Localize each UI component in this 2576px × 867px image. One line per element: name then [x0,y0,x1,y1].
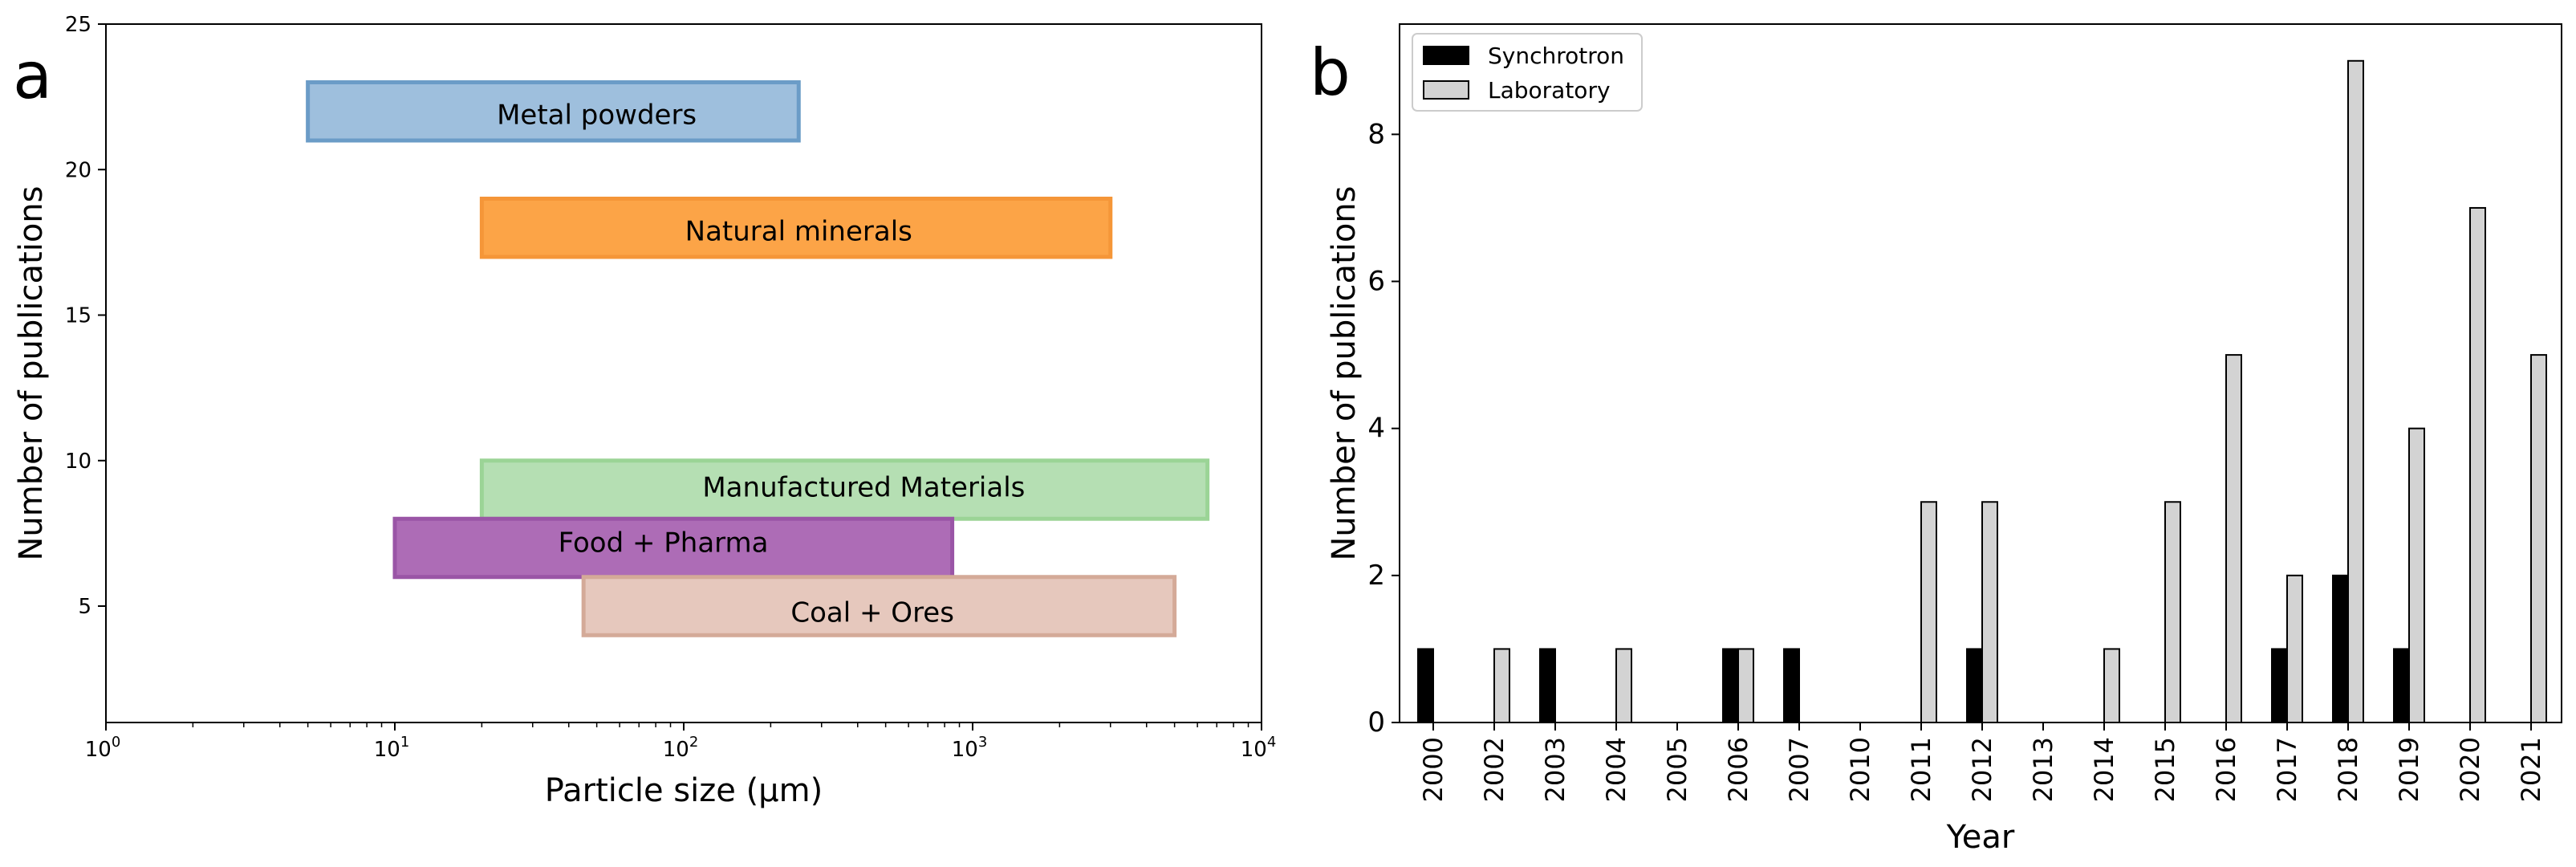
range-label-metal-powders: Metal powders [497,99,697,131]
y-tick-label: 8 [1367,118,1385,150]
x-tick-label-2014: 2014 [2089,737,2119,802]
bar-synchrotron-2012 [1966,648,1983,724]
bar-synchrotron-2017 [2271,648,2288,724]
panel-a-y-axis-label: Number of publications [13,186,50,561]
legend-swatch-laboratory [1423,80,1469,100]
y-tick-label: 0 [1367,706,1385,739]
panel-b-y-axis-label: Number of publications [1326,186,1363,561]
bar-laboratory-2014 [2103,648,2120,724]
bar-synchrotron-2000 [1417,648,1434,724]
x-tick-label-2015: 2015 [2150,737,2180,802]
x-tick-label-2020: 2020 [2455,737,2485,802]
x-tick-label-2002: 2002 [1479,737,1509,802]
y-tick-label: 6 [1367,266,1385,298]
legend-label-laboratory: Laboratory [1488,77,1611,104]
range-label-manufactured-materials: Manufactured Materials [702,471,1025,503]
x-tick-label-2021: 2021 [2516,737,2546,802]
bar-laboratory-2020 [2469,206,2486,723]
x-tick-label: 103 [952,734,988,762]
range-label-coal-ores: Coal + Ores [790,596,954,629]
x-tick-label-2007: 2007 [1784,737,1814,802]
panel-b-bars [1417,59,2547,724]
y-tick-label: 20 [65,158,91,182]
bar-synchrotron-2018 [2332,574,2349,723]
y-tick-label: 2 [1367,560,1385,592]
legend-swatch-synchrotron [1423,46,1469,65]
bar-synchrotron-2007 [1783,648,1800,724]
y-tick-label: 25 [65,13,91,37]
y-tick-label: 5 [78,595,91,619]
bar-laboratory-2004 [1615,648,1632,724]
x-tick-label-2019: 2019 [2394,737,2424,802]
range-bar-coal-ores [581,575,1177,637]
x-tick-label: 101 [374,734,410,762]
x-tick-label: 100 [85,734,121,762]
panel-b-y-ticks: 0 2 4 6 8 [1367,118,1400,739]
range-bar-food-pharma [392,516,955,580]
x-tick-label: 104 [1241,734,1277,762]
panel-b-legend: Synchrotron Laboratory [1412,33,1643,112]
bar-laboratory-2016 [2225,354,2242,723]
x-tick-label-2006: 2006 [1723,737,1753,802]
bar-laboratory-2006 [1737,648,1754,724]
panel-b-x-ticks: 2000 2002 2003 2004 2005 2006 2007 2010 2011 2012… [1418,722,2546,802]
panel-b-axes-frame [1399,23,2562,723]
y-tick-label: 15 [65,304,91,328]
x-tick-label-2018: 2018 [2333,737,2363,802]
x-tick-label-2003: 2003 [1540,737,1570,802]
range-bar-metal-powders [306,80,801,143]
panel-b-letter: b [1310,35,1351,110]
range-bar-natural-minerals [479,197,1113,259]
x-tick-label: 102 [663,734,699,762]
range-label-natural-minerals: Natural minerals [685,215,912,247]
x-tick-label-2013: 2013 [2028,737,2058,802]
bar-synchrotron-2003 [1539,648,1556,724]
x-tick-label-2004: 2004 [1601,737,1631,802]
bar-laboratory-2021 [2530,354,2547,723]
x-tick-label-2012: 2012 [1967,737,1997,802]
x-tick-label-2000: 2000 [1418,737,1448,802]
bar-synchrotron-2019 [2393,648,2410,724]
range-label-food-pharma: Food + Pharma [559,527,769,559]
panel-a-y-ticks: 5 10 15 20 25 [65,13,106,619]
panel-a-letter: a [13,39,52,113]
legend-frame [1412,33,1643,112]
x-tick-label-2010: 2010 [1845,737,1875,802]
x-tick-label-2016: 2016 [2211,737,2241,802]
bar-laboratory-2018 [2347,59,2364,723]
x-tick-label-2005: 2005 [1662,737,1692,802]
bar-laboratory-2019 [2408,427,2425,723]
y-tick-label: 10 [65,450,91,474]
panel-a: Metal powders Natural minerals Manufacture… [13,13,1276,809]
panel-a-x-axis-label: Particle size (µm) [545,772,823,809]
x-tick-label-2017: 2017 [2272,737,2302,802]
bar-laboratory-2015 [2164,501,2181,724]
bar-laboratory-2012 [1981,501,1998,724]
bar-laboratory-2011 [1920,501,1937,724]
legend-label-synchrotron: Synchrotron [1488,43,1624,69]
x-tick-label-2011: 2011 [1906,737,1936,802]
panel-a-bars [306,80,1210,637]
panel-a-bar-labels: Metal powders Natural minerals Manufacture… [497,99,1025,629]
panel-b-x-axis-label: Year [1946,819,2015,856]
y-tick-label: 4 [1367,413,1385,445]
panel-a-x-ticks: 100 101 102 103 104 [85,722,1277,762]
bar-laboratory-2017 [2286,574,2303,723]
bar-synchrotron-2006 [1722,648,1739,724]
bar-laboratory-2002 [1493,648,1510,724]
